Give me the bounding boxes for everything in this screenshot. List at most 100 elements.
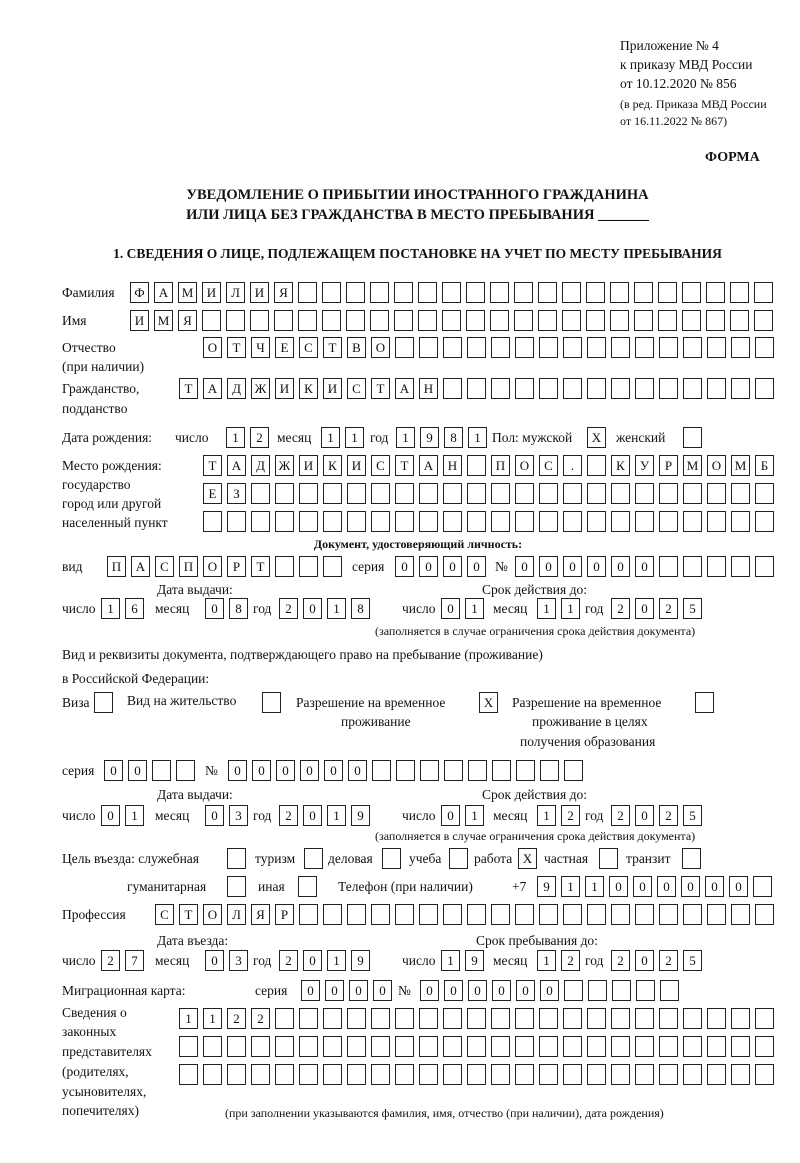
char-box[interactable]: К bbox=[323, 455, 342, 476]
char-box[interactable]: Р bbox=[227, 556, 246, 577]
tourism-checkbox[interactable] bbox=[304, 848, 323, 869]
char-box[interactable]: Т bbox=[179, 904, 198, 925]
char-box[interactable]: П bbox=[107, 556, 126, 577]
char-box[interactable] bbox=[419, 337, 438, 358]
char-box[interactable]: 1 bbox=[396, 427, 415, 448]
char-box[interactable] bbox=[707, 337, 726, 358]
char-box[interactable] bbox=[152, 760, 171, 781]
char-box[interactable]: Т bbox=[227, 337, 246, 358]
char-box[interactable]: 1 bbox=[179, 1008, 198, 1029]
char-box[interactable] bbox=[635, 378, 654, 399]
char-box[interactable] bbox=[659, 556, 678, 577]
char-box[interactable] bbox=[420, 760, 439, 781]
char-box[interactable]: М bbox=[178, 282, 197, 303]
char-box[interactable] bbox=[707, 511, 726, 532]
char-box[interactable] bbox=[539, 904, 558, 925]
char-box[interactable] bbox=[658, 310, 677, 331]
char-box[interactable]: Ч bbox=[251, 337, 270, 358]
char-box[interactable] bbox=[226, 310, 245, 331]
char-box[interactable] bbox=[635, 337, 654, 358]
char-box[interactable] bbox=[202, 310, 221, 331]
male-checkbox[interactable]: X bbox=[587, 427, 606, 448]
char-box[interactable]: 1 bbox=[465, 805, 484, 826]
char-box[interactable] bbox=[731, 511, 750, 532]
char-box[interactable]: X bbox=[587, 427, 606, 448]
char-box[interactable] bbox=[323, 511, 342, 532]
char-box[interactable] bbox=[467, 1064, 486, 1085]
char-box[interactable] bbox=[443, 1064, 462, 1085]
char-box[interactable]: 5 bbox=[683, 598, 702, 619]
char-box[interactable] bbox=[347, 483, 366, 504]
char-box[interactable] bbox=[563, 378, 582, 399]
char-box[interactable] bbox=[659, 483, 678, 504]
char-box[interactable] bbox=[731, 1008, 750, 1029]
char-box[interactable] bbox=[562, 310, 581, 331]
char-box[interactable] bbox=[227, 1036, 246, 1057]
char-box[interactable]: 3 bbox=[229, 950, 248, 971]
char-box[interactable]: Н bbox=[443, 455, 462, 476]
char-box[interactable]: Т bbox=[179, 378, 198, 399]
char-box[interactable]: 0 bbox=[492, 980, 511, 1001]
char-box[interactable]: 1 bbox=[327, 805, 346, 826]
char-box[interactable]: 3 bbox=[229, 805, 248, 826]
char-box[interactable]: З bbox=[227, 483, 246, 504]
char-box[interactable]: 0 bbox=[635, 556, 654, 577]
char-box[interactable] bbox=[467, 337, 486, 358]
char-box[interactable] bbox=[323, 483, 342, 504]
char-box[interactable] bbox=[444, 760, 463, 781]
char-box[interactable]: П bbox=[491, 455, 510, 476]
char-box[interactable]: 2 bbox=[561, 950, 580, 971]
char-box[interactable] bbox=[587, 337, 606, 358]
char-box[interactable] bbox=[563, 1008, 582, 1029]
char-box[interactable] bbox=[395, 337, 414, 358]
char-box[interactable] bbox=[587, 904, 606, 925]
char-box[interactable] bbox=[179, 1036, 198, 1057]
char-box[interactable] bbox=[611, 1064, 630, 1085]
char-box[interactable] bbox=[611, 511, 630, 532]
work-checkbox[interactable]: X bbox=[518, 848, 537, 869]
char-box[interactable]: 1 bbox=[537, 805, 556, 826]
char-box[interactable] bbox=[635, 904, 654, 925]
char-box[interactable] bbox=[298, 310, 317, 331]
char-box[interactable] bbox=[227, 876, 246, 897]
char-box[interactable]: 0 bbox=[303, 598, 322, 619]
char-box[interactable] bbox=[251, 1064, 270, 1085]
char-box[interactable]: С bbox=[347, 378, 366, 399]
char-box[interactable]: С bbox=[299, 337, 318, 358]
char-box[interactable] bbox=[466, 310, 485, 331]
char-box[interactable]: М bbox=[731, 455, 750, 476]
char-box[interactable] bbox=[491, 1008, 510, 1029]
char-box[interactable] bbox=[304, 848, 323, 869]
char-box[interactable]: 1 bbox=[321, 427, 340, 448]
char-box[interactable] bbox=[491, 1064, 510, 1085]
char-box[interactable] bbox=[540, 760, 559, 781]
char-box[interactable]: 1 bbox=[226, 427, 245, 448]
char-box[interactable] bbox=[443, 1008, 462, 1029]
char-box[interactable]: А bbox=[419, 455, 438, 476]
char-box[interactable]: 0 bbox=[611, 556, 630, 577]
char-box[interactable] bbox=[94, 692, 113, 713]
visa-checkbox[interactable] bbox=[94, 692, 113, 713]
char-box[interactable]: 2 bbox=[250, 427, 269, 448]
char-box[interactable] bbox=[262, 692, 281, 713]
char-box[interactable] bbox=[539, 1064, 558, 1085]
char-box[interactable] bbox=[539, 337, 558, 358]
other-checkbox[interactable] bbox=[298, 876, 317, 897]
char-box[interactable] bbox=[611, 483, 630, 504]
char-box[interactable] bbox=[467, 378, 486, 399]
char-box[interactable]: 2 bbox=[659, 598, 678, 619]
char-box[interactable]: 2 bbox=[561, 805, 580, 826]
char-box[interactable] bbox=[419, 511, 438, 532]
char-box[interactable] bbox=[634, 310, 653, 331]
char-box[interactable]: У bbox=[635, 455, 654, 476]
char-box[interactable]: . bbox=[563, 455, 582, 476]
